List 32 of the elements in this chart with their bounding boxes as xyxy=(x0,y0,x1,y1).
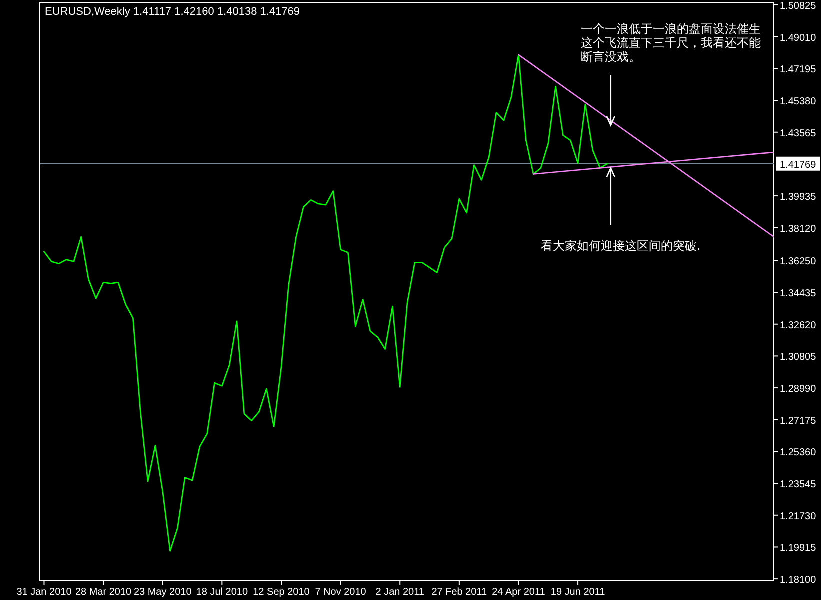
x-tick-label: 24 Apr 2011 xyxy=(492,587,546,598)
y-tick-label: 1.19915 xyxy=(780,543,817,554)
y-tick-label: 1.23545 xyxy=(780,480,817,491)
x-tick-label: 7 Nov 2010 xyxy=(315,587,367,598)
y-tick-label: 1.39935 xyxy=(780,192,817,204)
y-tick-label: 1.49010 xyxy=(780,32,817,44)
x-tick-label: 31 Jan 2010 xyxy=(16,587,72,598)
x-tick-label: 2 Jan 2011 xyxy=(376,587,425,598)
chart-title: EURUSD,Weekly 1.41117 1.42160 1.40138 1.41769 xyxy=(45,6,300,18)
y-tick-label: 1.21730 xyxy=(780,511,817,522)
y-tick-label: 1.47195 xyxy=(780,64,817,76)
x-tick-label: 19 Jun 2011 xyxy=(550,587,606,598)
y-tick-label: 1.27175 xyxy=(780,416,817,427)
y-tick-label: 1.38120 xyxy=(780,224,817,235)
y-tick-label: 1.32620 xyxy=(780,320,817,332)
x-tick-label: 18 Jul 2010 xyxy=(196,587,248,598)
y-tick-label: 1.25360 xyxy=(780,448,817,459)
x-tick-label: 23 May 2010 xyxy=(134,587,192,598)
x-tick-label: 12 Sep 2010 xyxy=(253,587,310,598)
ref-line-label: 1.41769 xyxy=(780,160,817,171)
annotation: 看大家如何迎接这区间的突破. xyxy=(541,239,701,253)
y-tick-label: 1.45380 xyxy=(780,96,817,108)
y-tick-label: 1.50825 xyxy=(780,1,817,12)
y-tick-label: 1.36250 xyxy=(780,256,817,268)
x-tick-label: 27 Feb 2011 xyxy=(432,587,488,598)
y-tick-label: 1.18100 xyxy=(780,575,817,586)
x-tick-label: 28 Mar 2010 xyxy=(75,587,132,598)
y-tick-label: 1.28990 xyxy=(780,384,817,396)
y-tick-label: 1.30805 xyxy=(780,352,817,364)
y-tick-label: 1.43565 xyxy=(780,128,817,140)
y-tick-label: 1.34435 xyxy=(780,288,817,300)
annotation: 一个一浪低于一浪的盘面设法催生这个飞流直下三千尺，我看还不能断言没戏。 xyxy=(581,22,761,64)
